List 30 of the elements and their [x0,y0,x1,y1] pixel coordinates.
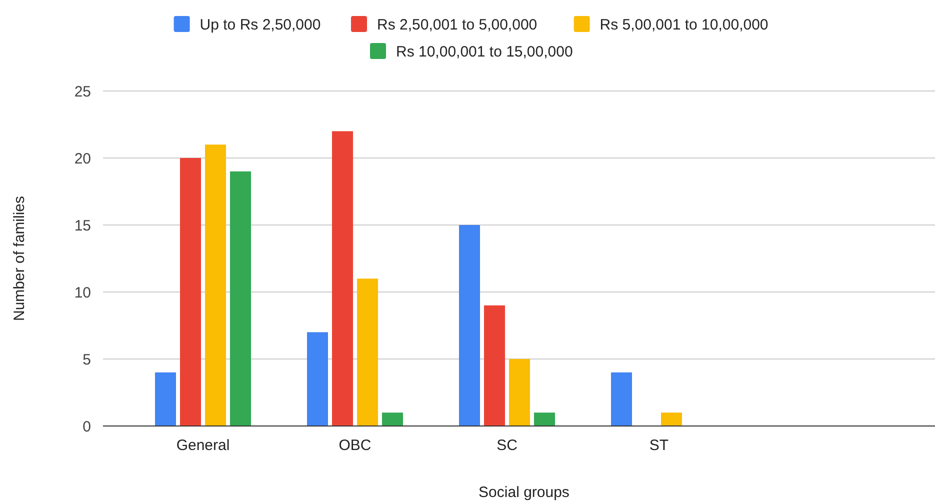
y-tick-label: 0 [82,418,91,436]
x-tick-label: General [176,437,230,454]
x-tick-label: SC [496,437,518,454]
legend-label: Rs 10,00,001 to 15,00,000 [396,43,573,60]
bar [307,332,328,426]
y-tick-label: 5 [82,351,91,368]
bar [357,278,378,426]
x-tick-label: ST [649,437,669,454]
y-tick-label: 10 [74,284,91,302]
bar [155,372,176,426]
bar [180,158,201,426]
bar [382,412,403,426]
y-tick-label: 15 [74,217,91,234]
y-tick-label: 20 [74,150,91,168]
x-axis-title: Social groups [478,484,570,501]
y-axis-title: Number of families [11,196,28,322]
bar [509,359,530,426]
bar [459,225,480,426]
bar [484,305,505,426]
bar [332,131,353,426]
bar [230,171,251,426]
bar [534,412,555,426]
y-tick-label: 25 [74,83,91,100]
bar [661,412,682,426]
x-tick-label: OBC [338,437,372,454]
legend-label: Rs 5,00,001 to 10,00,000 [600,16,768,34]
bar [205,144,226,426]
bar [611,372,632,426]
legend-label: Rs 2,50,001 to 5,00,000 [377,16,538,34]
legend-label: Up to Rs 2,50,000 [200,16,321,34]
